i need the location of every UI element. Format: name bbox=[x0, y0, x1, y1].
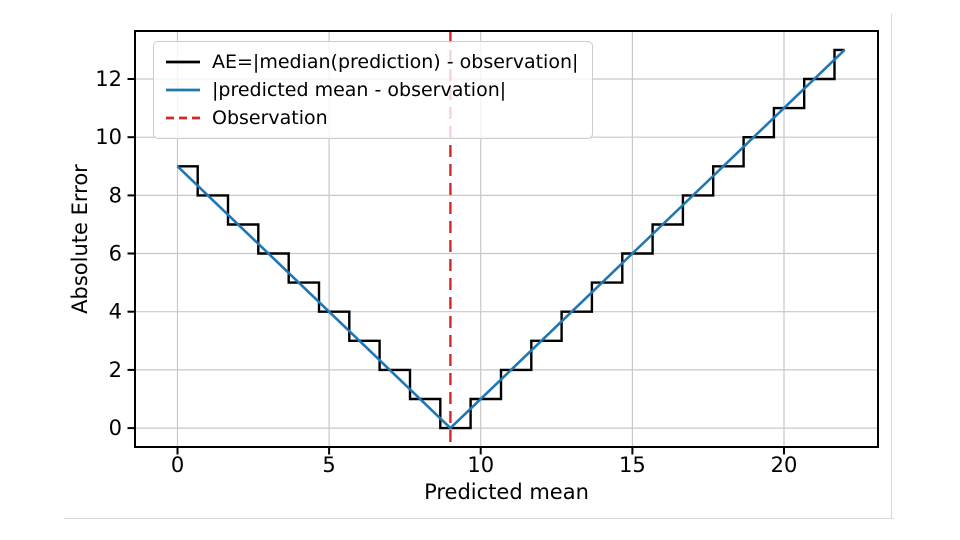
legend-item-predicted-mean: |predicted mean - observation| bbox=[165, 77, 578, 103]
panel-border-bottom bbox=[64, 518, 894, 519]
y-tick-label: 8 bbox=[109, 183, 122, 207]
legend: AE=|median(prediction) - observation| |p… bbox=[153, 41, 594, 139]
y-tick-label: 12 bbox=[95, 67, 122, 91]
ae-median-step-line bbox=[177, 48, 845, 430]
panel-border-right bbox=[891, 14, 892, 518]
legend-label-ae-median: AE=|median(prediction) - observation| bbox=[212, 51, 579, 73]
legend-item-ae-median: AE=|median(prediction) - observation| bbox=[165, 49, 578, 75]
y-tick-label: 2 bbox=[109, 358, 122, 382]
predicted-mean-line bbox=[176, 48, 846, 430]
x-tick-label: 10 bbox=[467, 453, 494, 477]
legend-label-predicted-mean: |predicted mean - observation| bbox=[212, 79, 507, 101]
legend-label-observation: Observation bbox=[212, 107, 328, 129]
y-tick-label: 6 bbox=[109, 242, 122, 266]
legend-line-observation-icon bbox=[166, 116, 200, 120]
x-tick-label: 20 bbox=[771, 453, 798, 477]
y-axis-label: Absolute Error bbox=[68, 164, 92, 314]
y-tick-label: 4 bbox=[109, 300, 122, 324]
x-tick-label: 15 bbox=[619, 453, 646, 477]
x-tick-label: 5 bbox=[322, 453, 335, 477]
y-tick-label: 0 bbox=[109, 416, 122, 440]
legend-line-predicted-mean-icon bbox=[166, 88, 200, 92]
x-tick-label: 0 bbox=[171, 453, 184, 477]
y-tick-label: 10 bbox=[95, 125, 122, 149]
legend-item-observation: Observation bbox=[165, 105, 578, 131]
plot-border bbox=[134, 30, 879, 448]
x-axis-label: Predicted mean bbox=[424, 480, 589, 504]
legend-line-ae-median-icon bbox=[166, 60, 200, 64]
